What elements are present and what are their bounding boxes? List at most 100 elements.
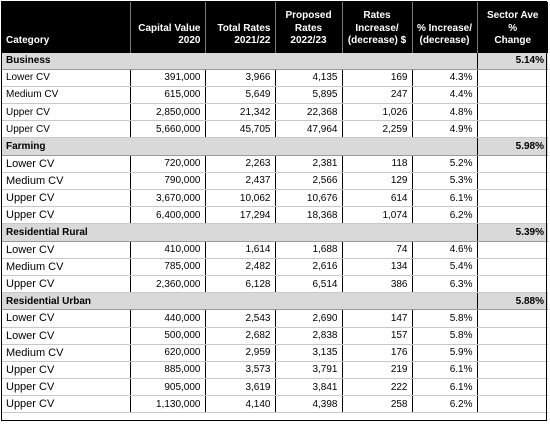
table-row: Lower CV 720,000 2,263 2,381 118 5.2% xyxy=(2,155,548,173)
cell-sector-empty xyxy=(477,275,548,294)
table-row: Lower CV 500,000 2,682 2,838 157 5.8% xyxy=(2,327,548,345)
cell-change: 134 xyxy=(342,258,413,276)
table-row: Lower CV 410,000 1,614 1,688 74 4.6% xyxy=(2,241,548,259)
cell-change: 118 xyxy=(342,155,413,173)
cell-pct: 5.8% xyxy=(412,309,478,328)
cv-label: Medium CV xyxy=(2,344,131,362)
cell-capital: 500,000 xyxy=(130,327,206,345)
cell-total: 17,294 xyxy=(205,206,276,225)
column-header-line: Rates xyxy=(363,10,391,21)
cell-sector-empty xyxy=(477,155,548,173)
sector-average: 5.88% xyxy=(476,292,548,311)
cell-sector-empty xyxy=(477,206,548,225)
column-header-line: 2021/22 xyxy=(234,35,271,46)
cell-sector-empty xyxy=(477,69,548,87)
cell-pct: 6.3% xyxy=(412,275,478,294)
cell-pct: 4.4% xyxy=(412,86,478,105)
header-row: Category Capital Value 2020 Total Rates 2021… xyxy=(2,2,548,52)
cell-proposed: 2,616 xyxy=(275,258,343,276)
column-header: Capital Value 2020 xyxy=(130,2,206,52)
cell-proposed: 22,368 xyxy=(275,103,343,122)
group-row: Farming 5.98% xyxy=(2,137,548,156)
group-name: Business xyxy=(2,51,477,70)
column-header-line: Increase/ xyxy=(355,22,399,34)
table-row: Medium CV 620,000 2,959 3,135 176 5.9% xyxy=(2,344,548,362)
cell-sector-empty xyxy=(477,103,548,122)
group-name: Farming xyxy=(2,137,477,156)
cell-pct: 6.1% xyxy=(412,378,478,397)
cell-change: 1,026 xyxy=(342,103,413,122)
cell-pct: 6.2% xyxy=(412,395,478,414)
cell-proposed: 5,895 xyxy=(275,86,343,105)
cell-change: 219 xyxy=(342,361,413,380)
column-header: Total Rates 2021/22 xyxy=(205,2,276,52)
table-row: Upper CV 885,000 3,573 3,791 219 6.1% xyxy=(2,361,548,380)
cell-change: 222 xyxy=(342,378,413,397)
column-header-line: Change xyxy=(494,35,532,46)
cell-pct: 4.9% xyxy=(412,120,478,139)
cell-total: 3,573 xyxy=(205,361,276,380)
table-row: Upper CV 1,130,000 4,140 4,398 258 6.2% xyxy=(2,395,548,414)
cell-total: 45,705 xyxy=(205,120,276,139)
cv-label: Lower CV xyxy=(2,241,131,259)
cell-capital: 5,660,000 xyxy=(130,120,206,139)
cell-pct: 5.9% xyxy=(412,344,478,362)
cell-change: 74 xyxy=(342,241,413,259)
group-name: Residential Rural xyxy=(2,223,477,242)
cell-proposed: 2,381 xyxy=(275,155,343,173)
cell-capital: 620,000 xyxy=(130,344,206,362)
cell-proposed: 2,690 xyxy=(275,309,343,328)
cell-capital: 391,000 xyxy=(130,69,206,87)
cell-pct: 6.1% xyxy=(412,189,478,208)
cell-capital: 3,670,000 xyxy=(130,189,206,208)
cell-total: 2,543 xyxy=(205,309,276,328)
cell-pct: 5.2% xyxy=(412,155,478,173)
table-row: Medium CV 615,000 5,649 5,895 247 4.4% xyxy=(2,86,548,105)
cv-label: Medium CV xyxy=(2,258,131,276)
group-row: Residential Urban 5.88% xyxy=(2,292,548,311)
cell-total: 2,959 xyxy=(205,344,276,362)
cell-capital: 720,000 xyxy=(130,155,206,173)
column-header-line: Total Rates xyxy=(217,22,271,34)
cell-capital: 905,000 xyxy=(130,378,206,397)
cell-capital: 785,000 xyxy=(130,258,206,276)
cv-label: Upper CV xyxy=(2,378,131,397)
table-row: Lower CV 440,000 2,543 2,690 147 5.8% xyxy=(2,309,548,328)
cell-pct: 6.2% xyxy=(412,206,478,225)
cell-total: 3,619 xyxy=(205,378,276,397)
cell-proposed: 3,135 xyxy=(275,344,343,362)
cell-change: 258 xyxy=(342,395,413,414)
cell-total: 4,140 xyxy=(205,395,276,414)
cell-proposed: 3,841 xyxy=(275,378,343,397)
cell-total: 6,128 xyxy=(205,275,276,294)
cell-pct: 5.3% xyxy=(412,172,478,191)
cell-sector-empty xyxy=(477,378,548,397)
cell-proposed: 4,135 xyxy=(275,69,343,87)
cell-capital: 615,000 xyxy=(130,86,206,105)
cv-label: Upper CV xyxy=(2,206,131,225)
column-header: Rates Increase/(decrease) $ xyxy=(342,2,413,52)
cell-sector-empty xyxy=(477,327,548,345)
sector-average: 5.39% xyxy=(476,223,548,242)
cell-sector-empty xyxy=(477,258,548,276)
rates-table-container: Category Capital Value 2020 Total Rates 2021… xyxy=(2,2,548,414)
cell-proposed: 1,688 xyxy=(275,241,343,259)
cell-sector-empty xyxy=(477,241,548,259)
cell-pct: 4.6% xyxy=(412,241,478,259)
cell-capital: 440,000 xyxy=(130,309,206,328)
cell-pct: 5.8% xyxy=(412,327,478,345)
cv-label: Upper CV xyxy=(2,103,131,122)
cell-sector-empty xyxy=(477,395,548,414)
cell-total: 2,682 xyxy=(205,327,276,345)
column-header-line: Rates xyxy=(294,22,323,34)
cell-total: 2,263 xyxy=(205,155,276,173)
column-header: Proposed Rates 2022/23 xyxy=(275,2,343,52)
cell-total: 10,062 xyxy=(205,189,276,208)
cell-proposed: 10,676 xyxy=(275,189,343,208)
cell-change: 157 xyxy=(342,327,413,345)
cell-total: 2,437 xyxy=(205,172,276,191)
column-header-line: (decrease) xyxy=(419,35,470,46)
cell-sector-empty xyxy=(477,344,548,362)
table-row: Upper CV 6,400,000 17,294 18,368 1,074 6.2% xyxy=(2,206,548,225)
cell-sector-empty xyxy=(477,120,548,139)
